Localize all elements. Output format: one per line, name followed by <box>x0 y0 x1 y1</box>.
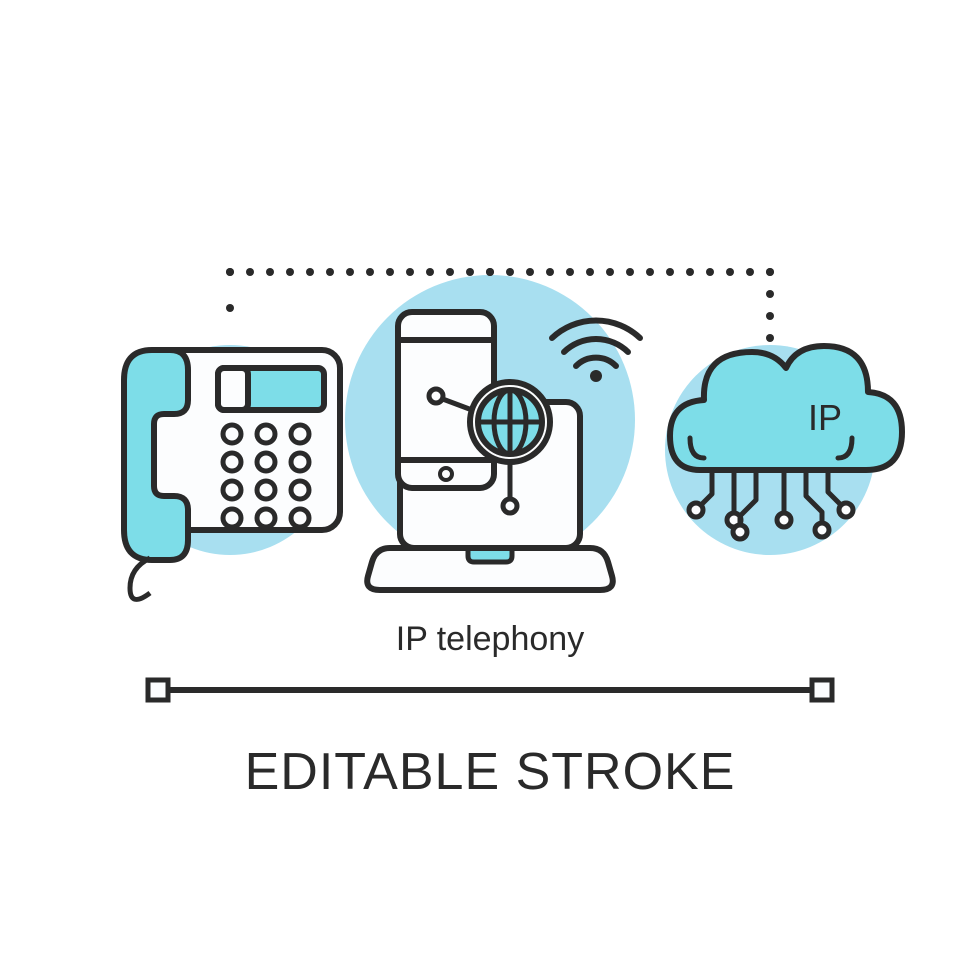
caption-text: IP telephony <box>0 620 980 659</box>
svg-text:IP: IP <box>808 397 842 438</box>
editable-stroke-slider <box>148 680 832 700</box>
desk-phone-icon <box>124 350 340 599</box>
infographic-canvas: IP <box>0 0 980 980</box>
editable-stroke-label: EDITABLE STROKE <box>0 742 980 802</box>
ip-cloud-icon: IP <box>670 346 902 539</box>
